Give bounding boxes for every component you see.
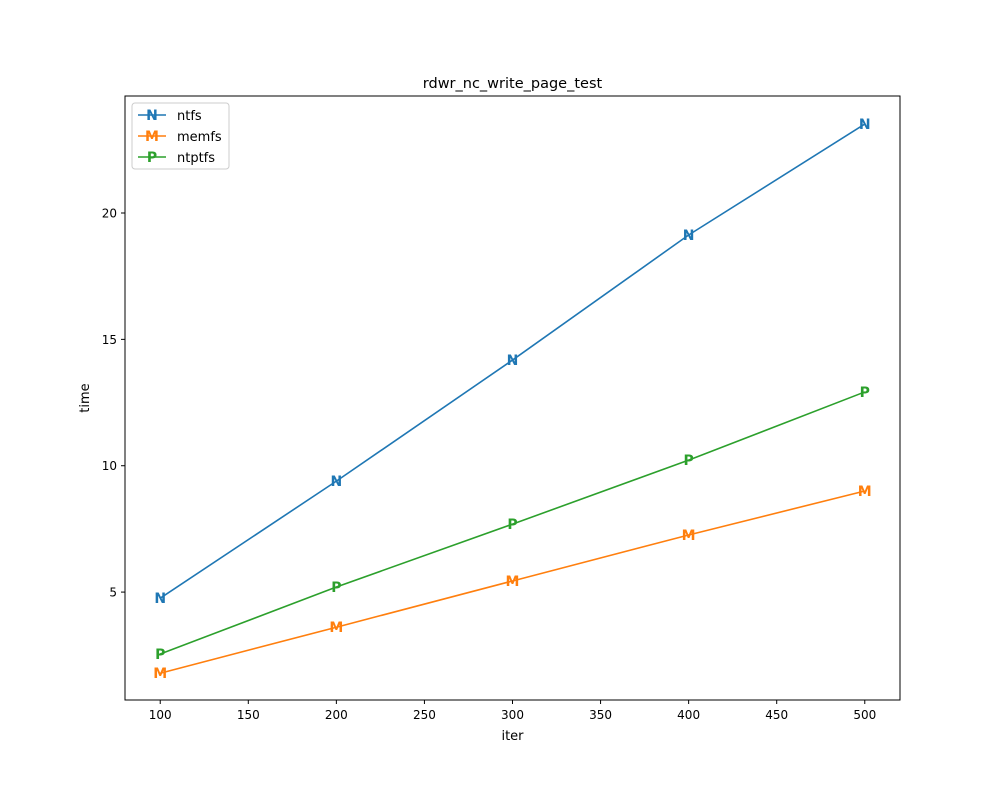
- ntfs-line: [159, 123, 866, 599]
- ntfs-marker: N: [331, 474, 343, 490]
- legend-box: [131, 102, 230, 170]
- y-tick-label: 10: [102, 459, 117, 473]
- legend-marker: N: [146, 108, 158, 124]
- memfs-marker: M: [153, 666, 167, 682]
- ntptfs-marker: P: [331, 580, 341, 596]
- legend-label: memfs: [177, 130, 222, 145]
- y-axis-label: time: [78, 383, 93, 412]
- x-tick-label: 450: [765, 708, 788, 722]
- ntptfs-marker: P: [860, 385, 870, 401]
- x-tick-label: 250: [413, 708, 436, 722]
- y-tick-label: 5: [109, 586, 117, 600]
- legend-marker: P: [147, 150, 157, 166]
- x-tick-label: 200: [325, 708, 348, 722]
- memfs-marker: M: [329, 620, 343, 636]
- ntptfs-line: [159, 391, 866, 655]
- ntfs-marker: N: [683, 228, 695, 244]
- ntfs-marker: N: [154, 591, 166, 607]
- chart-title: rdwr_nc_write_page_test: [423, 76, 603, 92]
- ntptfs-marker: P: [684, 453, 694, 469]
- y-tick-label: 15: [102, 333, 117, 347]
- x-axis-label: iter: [501, 729, 524, 744]
- legend-label: ntptfs: [177, 151, 215, 166]
- legend-marker: M: [145, 129, 159, 145]
- x-tick-label: 300: [501, 708, 524, 722]
- plot-frame: [124, 95, 901, 701]
- ntfs-marker: N: [859, 117, 871, 133]
- x-tick-label: 500: [853, 708, 876, 722]
- y-tick-label: 20: [102, 207, 117, 221]
- ntptfs-marker: P: [155, 647, 165, 663]
- x-tick-label: 350: [589, 708, 612, 722]
- legend-label: ntfs: [177, 109, 202, 124]
- x-tick-label: 100: [149, 708, 172, 722]
- memfs-line: [160, 490, 865, 674]
- memfs-marker: M: [682, 528, 696, 544]
- x-tick-label: 150: [237, 708, 260, 722]
- x-tick-label: 400: [677, 708, 700, 722]
- memfs-marker: M: [506, 574, 520, 590]
- memfs-marker: M: [858, 484, 872, 500]
- ntfs-marker: N: [507, 353, 519, 369]
- ntptfs-marker: P: [507, 517, 517, 533]
